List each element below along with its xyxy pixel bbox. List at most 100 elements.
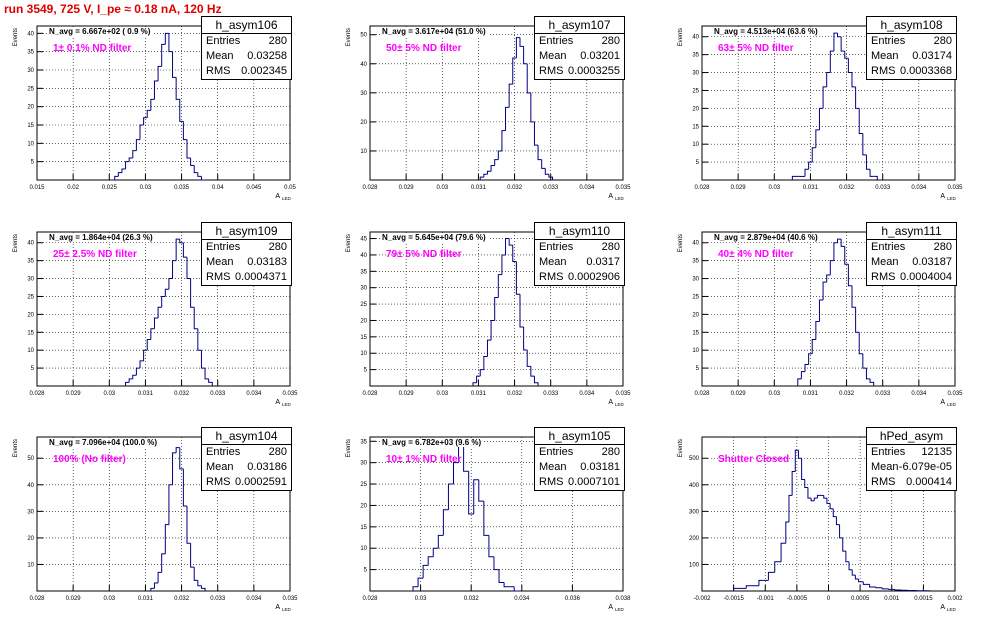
x-tick-label: 0.029 xyxy=(399,185,415,191)
stats-value: 280 xyxy=(934,34,952,49)
n-avg-label: N_avg = 4.513e+04 (63.6 %) xyxy=(712,27,820,36)
stats-value: 0.002345 xyxy=(241,64,287,79)
filter-label: 100% (No filter) xyxy=(53,454,126,465)
histogram-bin xyxy=(889,589,895,590)
x-tick-label: 0.03 xyxy=(103,391,115,397)
x-tick-label: 0.028 xyxy=(362,185,378,191)
stats-value: 0.0002591 xyxy=(235,475,287,490)
x-axis-subscript: LED xyxy=(615,607,625,612)
y-axis-label: Events xyxy=(13,439,19,457)
y-tick-label: 35 xyxy=(692,259,699,265)
x-tick-label: -0.0005 xyxy=(787,596,808,602)
stats-value: -6.079e-05 xyxy=(899,460,952,475)
x-axis-subscript: LED xyxy=(947,196,957,201)
y-tick-label: 30 xyxy=(27,509,34,515)
histogram-name: h_asym111 xyxy=(867,223,956,240)
y-axis-label: Events xyxy=(678,234,684,252)
y-tick-label: 25 xyxy=(692,294,699,300)
stats-value: 0.03258 xyxy=(247,49,287,64)
stats-key: Entries xyxy=(871,445,905,460)
x-tick-label: 0.032 xyxy=(174,596,190,602)
y-tick-label: 40 xyxy=(692,35,699,41)
histogram-name: h_asym104 xyxy=(202,428,291,445)
y-tick-label: 35 xyxy=(692,53,699,59)
histogram-name: h_asym107 xyxy=(535,17,624,34)
y-tick-label: 25 xyxy=(27,86,34,92)
y-tick-label: 35 xyxy=(27,50,34,56)
x-axis-label: A xyxy=(940,193,945,200)
y-tick-label: 40 xyxy=(27,241,34,247)
x-tick-label: -0.001 xyxy=(757,596,775,602)
x-tick-label: 0.002 xyxy=(947,596,963,602)
y-tick-label: 5 xyxy=(31,160,35,166)
y-tick-label: 50 xyxy=(27,456,34,462)
x-tick-label: 0.028 xyxy=(694,185,710,191)
stats-value: 280 xyxy=(602,240,620,255)
x-tick-label: 0.028 xyxy=(362,391,378,397)
y-tick-label: 30 xyxy=(27,68,34,74)
x-axis-label: A xyxy=(275,193,280,200)
stats-value: 0.03174 xyxy=(912,49,952,64)
stats-value: 0.03187 xyxy=(912,255,952,270)
x-tick-label: 0.031 xyxy=(803,185,819,191)
x-tick-label: 0.03 xyxy=(768,391,780,397)
stats-key: RMS xyxy=(206,475,230,490)
filter-label: 10± 1% ND filter xyxy=(386,454,462,465)
stats-key: RMS xyxy=(871,64,895,79)
x-axis-label: A xyxy=(275,399,280,406)
x-tick-label: 0.0015 xyxy=(914,596,933,602)
x-tick-label: 0.034 xyxy=(579,185,595,191)
y-tick-label: 45 xyxy=(360,237,367,243)
x-tick-label: 0.03 xyxy=(103,596,115,602)
y-tick-label: 30 xyxy=(360,286,367,292)
x-tick-label: 0.028 xyxy=(362,596,378,602)
stats-key: Mean xyxy=(539,255,567,270)
y-tick-label: 20 xyxy=(27,536,34,542)
filter-label: 40± 4% ND filter xyxy=(718,249,794,260)
n-avg-label: N_avg = 6.782e+03 (9.6 %) xyxy=(380,438,483,447)
x-tick-label: 0.034 xyxy=(911,185,927,191)
y-tick-label: 15 xyxy=(360,525,367,531)
x-tick-label: 0.029 xyxy=(731,185,747,191)
x-tick-label: 0.033 xyxy=(543,391,559,397)
stats-key: RMS xyxy=(539,270,563,285)
y-tick-label: 40 xyxy=(360,62,367,68)
y-tick-label: 30 xyxy=(27,277,34,283)
x-tick-label: 0.033 xyxy=(875,185,891,191)
y-tick-label: 25 xyxy=(27,294,34,300)
x-tick-label: 0.032 xyxy=(507,391,523,397)
histogram-name: hPed_asym xyxy=(867,428,956,445)
y-tick-label: 5 xyxy=(31,366,35,372)
y-tick-label: 35 xyxy=(360,439,367,445)
y-tick-label: 15 xyxy=(692,124,699,130)
x-axis-subscript: LED xyxy=(947,402,957,407)
x-tick-label: 0.032 xyxy=(507,185,523,191)
x-tick-label: 0.029 xyxy=(66,391,82,397)
x-tick-label: 0.034 xyxy=(514,596,530,602)
x-tick-label: 0.038 xyxy=(615,596,631,602)
stats-value: 280 xyxy=(269,240,287,255)
y-tick-label: 30 xyxy=(692,71,699,77)
x-tick-label: 0.0005 xyxy=(851,596,870,602)
y-tick-label: 25 xyxy=(360,482,367,488)
x-axis-label: A xyxy=(275,604,280,611)
y-tick-label: 20 xyxy=(360,318,367,324)
y-tick-label: 20 xyxy=(360,120,367,126)
stats-key: Mean xyxy=(206,49,234,64)
x-tick-label: 0.04 xyxy=(212,185,224,191)
n-avg-label: N_avg = 1.864e+04 (26.3 %) xyxy=(47,233,155,242)
stats-value: 0.03201 xyxy=(580,49,620,64)
stats-key: Entries xyxy=(206,445,240,460)
stats-key: Mean xyxy=(206,255,234,270)
